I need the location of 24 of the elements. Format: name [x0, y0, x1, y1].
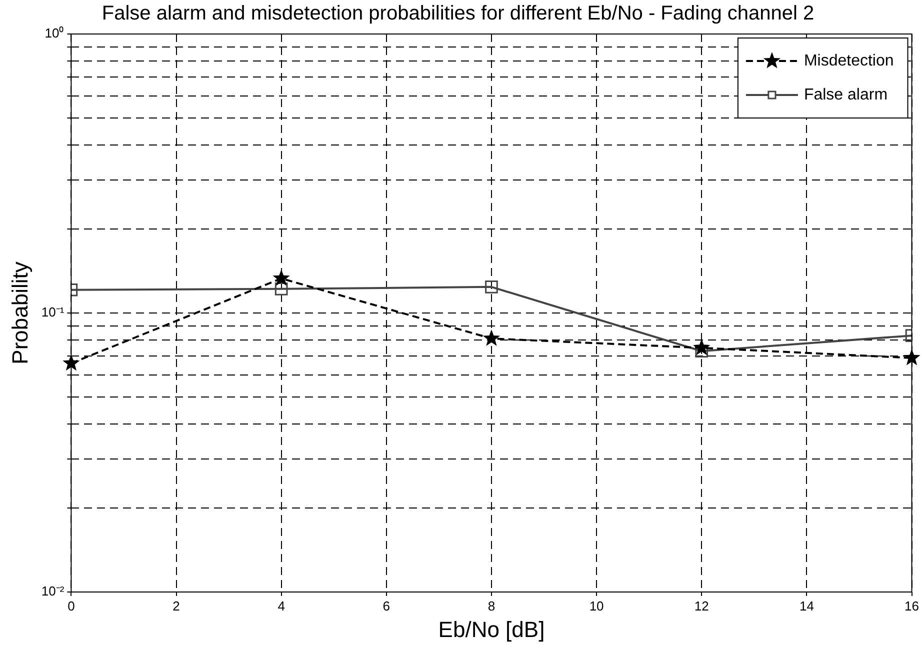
point	[62, 354, 80, 371]
x-tick-label: 2	[172, 598, 180, 614]
x-axis-title: Eb/No [dB]	[438, 616, 545, 642]
y-tick-label: 10⁻²	[41, 584, 65, 599]
point	[903, 348, 920, 366]
chart-title: False alarm and misdetection probabilities for different Eb/No - Fading channel 2	[102, 2, 814, 25]
y-axis-title: Probability	[7, 262, 32, 364]
point	[274, 282, 288, 296]
legend-label: Misdetection	[804, 52, 894, 70]
y-tick-label: 10⁻¹	[41, 304, 65, 320]
point	[482, 330, 500, 346]
x-tick-label: 12	[694, 598, 709, 614]
legend-label: False alarm	[804, 86, 888, 104]
x-tick-label: 14	[799, 598, 814, 614]
x-tick-label: 10	[589, 598, 604, 614]
x-tick-label: 8	[488, 598, 496, 614]
x-tick-label: 6	[382, 598, 390, 614]
point	[485, 280, 498, 294]
x-tick-label: 16	[904, 598, 920, 614]
point	[272, 269, 290, 286]
y-tick-label: 10⁰	[44, 26, 64, 41]
x-tick-label: 0	[68, 598, 75, 614]
point	[693, 338, 710, 356]
x-tick-label: 4	[278, 598, 285, 614]
